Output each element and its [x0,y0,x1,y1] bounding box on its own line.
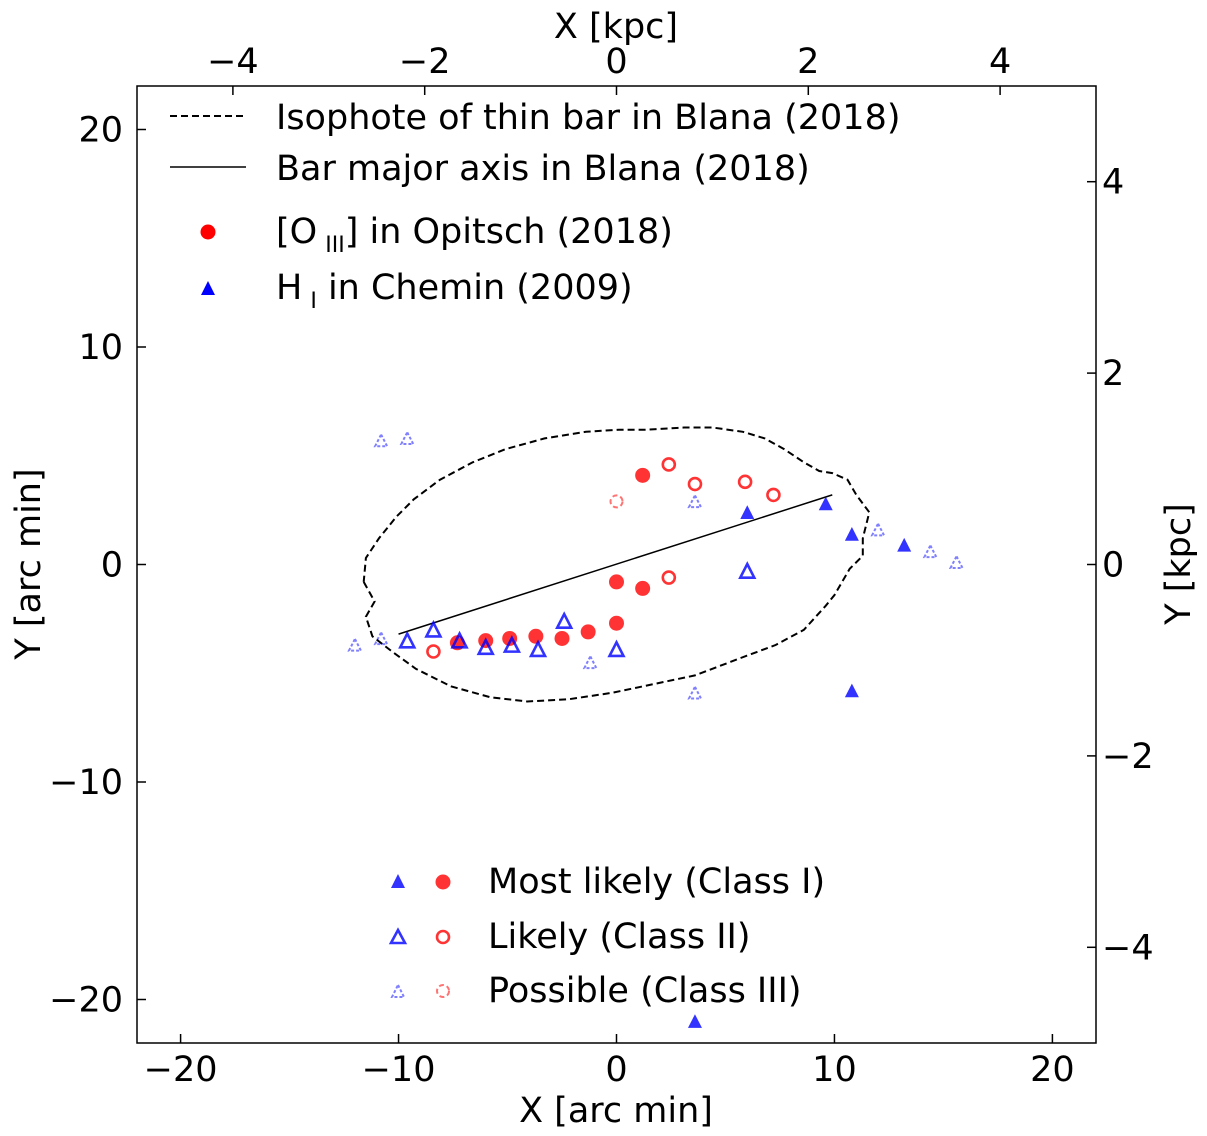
x-tick-label-bottom: −20 [144,1050,218,1090]
y-tick-label-left: −20 [49,981,123,1021]
y-tick-label-right: 2 [1102,354,1124,394]
legend-top: Isophote of thin bar in Blana (2018) Bar… [170,98,901,314]
x-tick-label-bottom: 0 [605,1050,627,1090]
hi-class1-point [844,527,859,541]
hi-class3-point [948,554,965,570]
y-tick-label-left: 0 [101,546,123,586]
y-tick-label-left: 10 [78,328,123,368]
hi-class2-point [738,561,757,579]
legend-oiii-main: [O [276,212,317,252]
oiii-class2-point [661,457,677,472]
legend-class2-circle [435,929,451,945]
x-tick-label-top: 4 [989,42,1011,82]
hi-class3-point [347,636,363,652]
y-axis-title-left: Y [arc min] [9,468,49,660]
hi-class1-point [897,537,912,552]
isophote-curve [362,426,871,703]
legend-class3-circle [436,984,450,998]
hi-class2-point [607,639,626,658]
legend-oiii-sub: III [325,233,344,258]
hi-class1-point [844,683,859,698]
oiii-class1-point [635,467,651,483]
hi-class2-point [424,619,443,638]
hi-class3-point [373,432,389,448]
legend-isophote-label: Isophote of thin bar in Blana (2018) [276,98,901,138]
legend-class2-label: Likely (Class II) [488,917,751,957]
x-tick-label-top: −4 [207,42,259,82]
oiii-class3-point [609,494,624,509]
hi-class1-point [740,505,755,519]
legend-oiii-label: [O III] in Opitsch (2018) [276,212,673,258]
hi-class2-point [528,639,548,658]
legend-class3-label: Possible (Class III) [488,971,802,1011]
x-tick-label-top: 2 [797,42,819,82]
hi-class1-point [687,1014,702,1028]
hi-class1-point [818,496,833,511]
hi-class2-point [476,637,495,656]
x-axis-title-bottom: X [arc min] [519,1091,713,1131]
hi-class2-point [450,630,469,649]
legend-oiii-marker [200,224,216,240]
hi-class3-point [922,543,938,559]
oiii-class2-point [766,487,781,503]
legend-bottom: Most likely (Class I) Likely (Class II) … [388,862,825,1011]
legend-class1-label: Most likely (Class I) [488,862,825,902]
hi-class3-point [582,654,598,670]
y-axis-title-right: Y [kpc] [1159,503,1199,626]
y-tick-label-left: 20 [78,111,123,151]
legend-hi-marker [201,281,215,295]
oiii-class2-point [687,476,703,492]
hi-class3-point [373,630,389,646]
x-tick-label-bottom: 20 [1030,1050,1075,1090]
x-tick-label-bottom: −10 [362,1050,436,1090]
oiii-class2-point [737,474,753,490]
hi-class3-point [399,430,415,446]
x-tick-label-bottom: 10 [812,1050,857,1090]
y-tick-label-left: −10 [49,763,123,803]
hi-class3-point [870,521,886,537]
y-tick-label-right: 0 [1102,546,1124,586]
oiii-class1-point [609,615,624,631]
x-tick-label-top: −2 [399,42,451,82]
oiii-class1-point [609,574,624,590]
hi-class3-point [687,684,703,700]
oiii-class1-point [580,624,596,640]
hi-class3-point [687,493,703,509]
legend-class1-triangle [391,874,405,888]
y-tick-label-right: −4 [1102,928,1154,968]
oiii-class2-point [426,644,441,659]
x-tick-label-top: 0 [605,42,627,82]
y-tick-label-right: −2 [1102,737,1154,777]
hi-class2-point [555,611,574,630]
legend-class2-triangle [388,927,408,945]
oiii-class1-point [528,628,544,644]
hi-class2-point [502,635,522,653]
y-tick-label-right: 4 [1102,163,1124,203]
legend-oiii-rest: ] in Opitsch (2018) [345,212,673,252]
oiii-class2-point [661,570,677,585]
x-axis-title-top: X [kpc] [554,7,678,47]
legend-class3-triangle [390,982,406,998]
legend-hi-rest: in Chemin (2009) [317,268,633,308]
bar-major-axis-line [398,494,833,635]
legend-major-axis-label: Bar major axis in Blana (2018) [276,149,810,189]
legend-hi-main: H [276,268,302,308]
hi-class2-point [398,630,417,649]
oiii-class1-point [554,630,570,646]
oiii-class1-point [635,580,651,596]
legend-hi-sub: I [310,289,317,314]
legend-class1-circle [435,874,451,890]
